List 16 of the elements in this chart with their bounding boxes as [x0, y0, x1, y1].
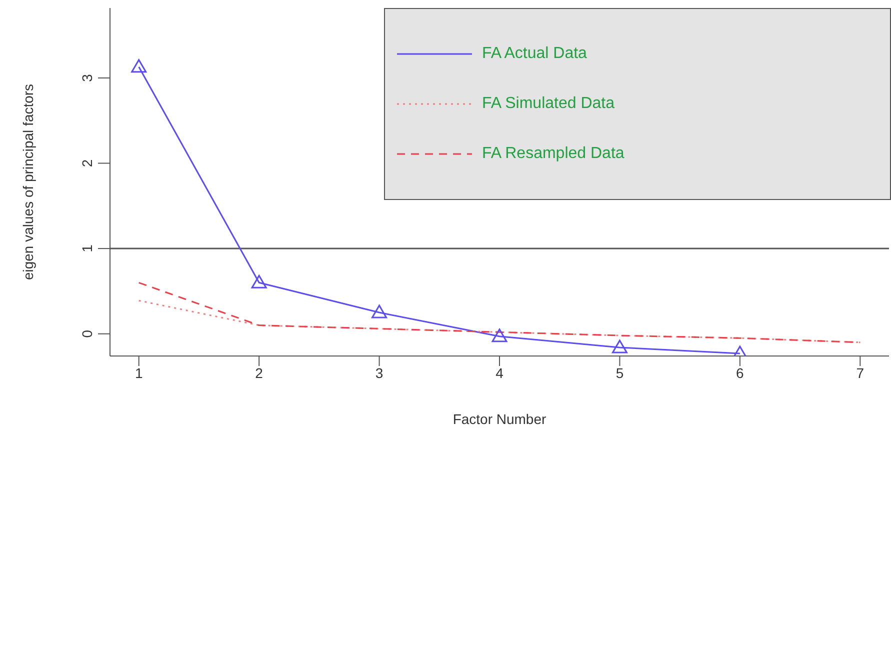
- x-tick-label: 2: [255, 364, 264, 381]
- x-axis-title: Factor Number: [452, 411, 547, 427]
- legend-label: FA Actual Data: [482, 45, 587, 63]
- legend-label: FA Resampled Data: [482, 145, 624, 163]
- y-tick-label: 3: [79, 74, 95, 82]
- x-tick-label: 6: [736, 364, 744, 381]
- x-tick-label: 1: [134, 364, 143, 381]
- y-tick-label: 1: [79, 244, 95, 252]
- y-tick-label: 0: [79, 330, 95, 338]
- y-axis-title: eigen values of principal factors: [20, 84, 36, 280]
- y-tick-label: 2: [79, 159, 95, 168]
- x-tick-label: 3: [375, 364, 384, 381]
- legend-label: FA Simulated Data: [482, 95, 615, 113]
- x-tick-label: 5: [616, 364, 624, 381]
- x-tick-label: 7: [856, 364, 864, 381]
- x-tick-label: 4: [496, 364, 504, 381]
